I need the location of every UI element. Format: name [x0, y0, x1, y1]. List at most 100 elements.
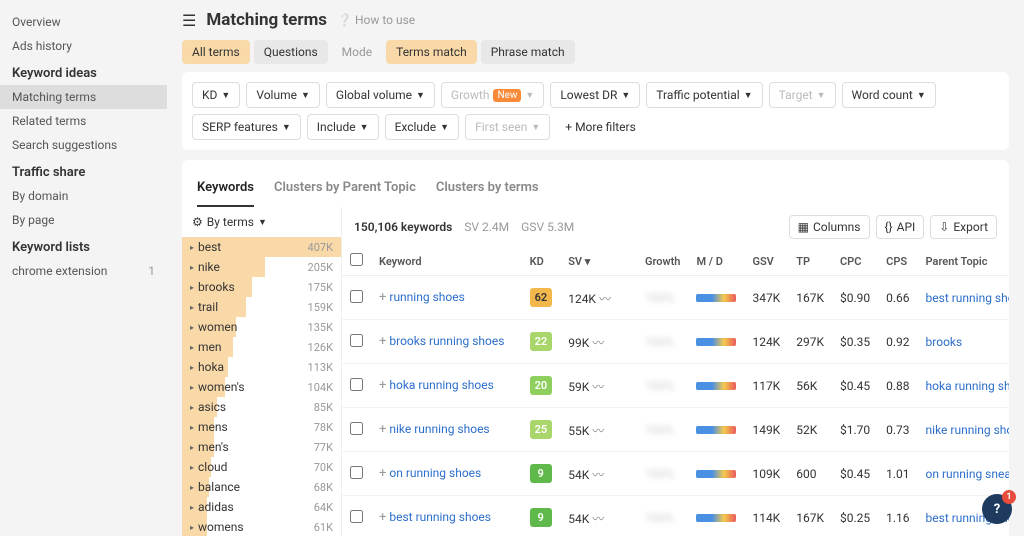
- filter-growth[interactable]: Growth New ▼: [441, 82, 544, 108]
- col-header[interactable]: CPS: [878, 247, 917, 276]
- keyword-link[interactable]: best running shoes: [389, 510, 491, 524]
- col-header[interactable]: Growth: [637, 247, 689, 276]
- parent-link[interactable]: brooks: [926, 335, 963, 349]
- sidebar-item[interactable]: Matching terms: [0, 85, 167, 109]
- expand-icon[interactable]: +: [379, 466, 386, 481]
- term-row[interactable]: ▸ best407K: [182, 237, 341, 257]
- filter-kd[interactable]: KD ▼: [192, 82, 240, 108]
- growth-blur: 100%: [645, 379, 674, 393]
- sidebar-item[interactable]: By domain: [0, 184, 167, 208]
- sidebar-heading: Keyword ideas: [0, 58, 167, 85]
- col-header[interactable]: GSV: [744, 247, 788, 276]
- kd-badge: 9: [530, 508, 552, 527]
- col-header[interactable]: Parent Topic: [918, 247, 1009, 276]
- row-select[interactable]: [350, 466, 363, 479]
- expand-icon[interactable]: +: [379, 422, 386, 437]
- mode-tab[interactable]: Questions: [254, 40, 328, 64]
- sidebar-item[interactable]: Related terms: [0, 109, 167, 133]
- term-row[interactable]: ▸ mens78K: [182, 417, 341, 437]
- term-row[interactable]: ▸ adidas64K: [182, 497, 341, 517]
- columns-button[interactable]: ▦ Columns: [789, 215, 870, 239]
- term-row[interactable]: ▸ trail159K: [182, 297, 341, 317]
- chevron-down-icon: ▼: [258, 217, 267, 228]
- terms-sort[interactable]: ⚙ By terms ▼: [182, 207, 341, 237]
- expand-icon[interactable]: +: [379, 510, 386, 525]
- row-select[interactable]: [350, 290, 363, 303]
- sidebar-item[interactable]: chrome extension1: [0, 259, 167, 283]
- filter-serp-features[interactable]: SERP features ▼: [192, 114, 301, 140]
- sidebar: OverviewAds historyKeyword ideasMatching…: [0, 0, 167, 536]
- col-header[interactable]: CPC: [832, 247, 878, 276]
- term-row[interactable]: ▸ men126K: [182, 337, 341, 357]
- mode-tab[interactable]: Terms match: [386, 40, 477, 64]
- term-row[interactable]: ▸ balance68K: [182, 477, 341, 497]
- keyword-link[interactable]: brooks running shoes: [389, 334, 504, 348]
- keyword-link[interactable]: running shoes: [389, 290, 464, 304]
- keywords-table: KeywordKDSV ▾GrowthM / DGSVTPCPCCPSParen…: [342, 247, 1009, 536]
- mode-tab[interactable]: Phrase match: [481, 40, 575, 64]
- api-button[interactable]: {} API: [876, 215, 925, 239]
- filter-traffic-potential[interactable]: Traffic potential ▼: [646, 82, 762, 108]
- filter-include[interactable]: Include ▼: [307, 114, 379, 140]
- expand-icon[interactable]: +: [379, 378, 386, 393]
- menu-icon[interactable]: ☰: [182, 11, 196, 30]
- row-select[interactable]: [350, 334, 363, 347]
- term-row[interactable]: ▸ women135K: [182, 317, 341, 337]
- table-row: + nike running shoes2555K 〰100%149K52K$1…: [342, 408, 1009, 452]
- sparkline-icon: 〰: [592, 510, 622, 524]
- col-header[interactable]: M / D: [688, 247, 744, 276]
- term-row[interactable]: ▸ asics85K: [182, 397, 341, 417]
- col-header[interactable]: TP: [788, 247, 832, 276]
- term-row[interactable]: ▸ nike205K: [182, 257, 341, 277]
- sidebar-item[interactable]: By page: [0, 208, 167, 232]
- table-row: + hoka running shoes2059K 〰100%117K56K$0…: [342, 364, 1009, 408]
- filter-lowest-dr[interactable]: Lowest DR ▼: [550, 82, 640, 108]
- filter-first-seen[interactable]: First seen ▼: [465, 114, 550, 140]
- col-header[interactable]: Keyword: [371, 247, 522, 276]
- row-select[interactable]: [350, 510, 363, 523]
- growth-blur: 100%: [645, 291, 674, 305]
- term-row[interactable]: ▸ womens61K: [182, 517, 341, 536]
- parent-link[interactable]: best running shoes: [926, 291, 1009, 305]
- sidebar-item[interactable]: Ads history: [0, 34, 167, 58]
- expand-icon[interactable]: +: [379, 290, 386, 305]
- filter-bar: KD ▼Volume ▼Global volume ▼Growth New ▼L…: [182, 72, 1009, 150]
- more-filters[interactable]: + More filters: [556, 114, 645, 140]
- table-row: + brooks running shoes2299K 〰100%124K297…: [342, 320, 1009, 364]
- how-to-use[interactable]: ❔ How to use: [337, 13, 415, 27]
- term-row[interactable]: ▸ brooks175K: [182, 277, 341, 297]
- filter-word-count[interactable]: Word count ▼: [842, 82, 936, 108]
- keyword-link[interactable]: nike running shoes: [389, 422, 489, 436]
- filter-global-volume[interactable]: Global volume ▼: [326, 82, 435, 108]
- term-row[interactable]: ▸ women's104K: [182, 377, 341, 397]
- expand-icon[interactable]: +: [379, 334, 386, 349]
- filter-volume[interactable]: Volume ▼: [246, 82, 320, 108]
- parent-link[interactable]: on running sneakers: [926, 467, 1009, 481]
- term-row[interactable]: ▸ men's77K: [182, 437, 341, 457]
- col-header[interactable]: SV ▾: [560, 247, 637, 276]
- keyword-link[interactable]: on running shoes: [389, 466, 481, 480]
- keyword-link[interactable]: hoka running shoes: [389, 378, 493, 392]
- filter-exclude[interactable]: Exclude ▼: [385, 114, 460, 140]
- parent-link[interactable]: nike running shoes: [926, 423, 1009, 437]
- sidebar-item[interactable]: Overview: [0, 10, 167, 34]
- sidebar-item[interactable]: Search suggestions: [0, 133, 167, 157]
- parent-link[interactable]: hoka running shoes: [926, 379, 1009, 393]
- view-tab[interactable]: Clusters by Parent Topic: [274, 172, 416, 207]
- sidebar-heading: Traffic share: [0, 157, 167, 184]
- select-all[interactable]: [350, 253, 363, 266]
- filter-target[interactable]: Target ▼: [769, 82, 836, 108]
- mode-tab[interactable]: All terms: [182, 40, 250, 64]
- view-tab[interactable]: Clusters by terms: [436, 172, 539, 207]
- help-button[interactable]: ?1: [982, 494, 1012, 524]
- md-bar: [696, 514, 736, 522]
- export-button[interactable]: ⇩ Export: [930, 215, 997, 239]
- row-select[interactable]: [350, 422, 363, 435]
- view-tab[interactable]: Keywords: [197, 172, 254, 207]
- col-header[interactable]: KD: [522, 247, 561, 276]
- growth-blur: 100%: [645, 467, 674, 481]
- kd-badge: 9: [530, 464, 552, 483]
- term-row[interactable]: ▸ hoka113K: [182, 357, 341, 377]
- term-row[interactable]: ▸ cloud70K: [182, 457, 341, 477]
- row-select[interactable]: [350, 378, 363, 391]
